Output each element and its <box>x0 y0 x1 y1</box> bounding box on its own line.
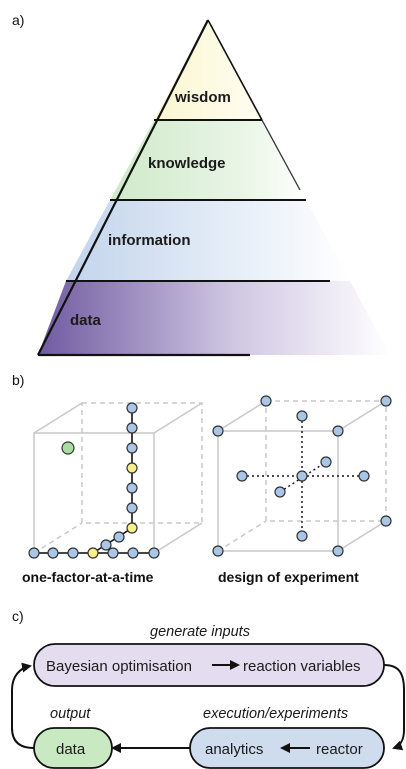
ofat-point <box>126 522 138 534</box>
ofat-point <box>126 462 138 474</box>
reactor-label: reactor <box>316 741 363 758</box>
doe-point <box>296 410 308 422</box>
analytics-label: analytics <box>205 741 263 758</box>
ofat-point <box>113 531 125 543</box>
data-label: data <box>56 741 86 758</box>
reaction-variables-label: reaction variables <box>243 658 361 675</box>
panel-label-a: a) <box>12 12 25 28</box>
ofat-point <box>87 547 99 559</box>
ofat-point <box>148 547 160 559</box>
output-box <box>33 727 113 769</box>
doe-point <box>332 425 344 437</box>
execution-experiments-label: execution/experiments <box>203 706 348 722</box>
doe-caption: design of experiment <box>218 569 359 585</box>
ofat-point <box>126 422 138 434</box>
ofat-point <box>126 442 138 454</box>
ofat-point <box>67 547 79 559</box>
doe-point <box>212 425 224 437</box>
loop-arrow-right <box>383 664 405 751</box>
doe-point <box>212 545 224 557</box>
ofat-point <box>47 547 59 559</box>
pyramid-level-knowledge <box>110 120 306 200</box>
pyramid-level-wisdom <box>154 20 262 120</box>
doe-point <box>380 515 392 527</box>
doe-point <box>358 470 370 482</box>
pyramid-label-wisdom: wisdom <box>174 89 231 106</box>
doe-point <box>296 470 308 482</box>
pyramid-label-information: information <box>108 232 191 249</box>
bayesian-optimisation-label: Bayesian optimisation <box>46 658 192 675</box>
doe-point <box>380 395 392 407</box>
doe-point <box>260 395 272 407</box>
panel-label-b: b) <box>12 372 25 388</box>
output-label: output <box>50 706 91 722</box>
pyramid-level-data <box>38 281 390 355</box>
doe-point <box>296 530 308 542</box>
doe-point <box>274 486 286 498</box>
pyramid-label-data: data <box>70 312 102 329</box>
ofat-point <box>126 402 138 414</box>
doe-points <box>212 395 392 557</box>
doe-cube <box>217 400 387 552</box>
ofat-point <box>100 539 112 551</box>
ofat-point <box>28 547 40 559</box>
pyramid-level-information <box>66 200 350 281</box>
ofat-point <box>126 502 138 514</box>
ofat-point <box>127 547 139 559</box>
doe-point <box>332 545 344 557</box>
ofat-points <box>28 402 160 559</box>
ofat-caption: one-factor-at-a-time <box>22 569 154 585</box>
generate-inputs-label: generate inputs <box>150 624 250 640</box>
ofat-optimum-point <box>61 441 75 455</box>
pyramid-label-knowledge: knowledge <box>148 155 226 172</box>
panel-label-c: c) <box>12 608 24 624</box>
doe-point <box>236 470 248 482</box>
ofat-point <box>126 482 138 494</box>
doe-point <box>320 456 332 468</box>
ofat-point <box>107 547 119 559</box>
loop-arrow-left <box>11 662 35 749</box>
generate-inputs-box <box>33 643 385 687</box>
